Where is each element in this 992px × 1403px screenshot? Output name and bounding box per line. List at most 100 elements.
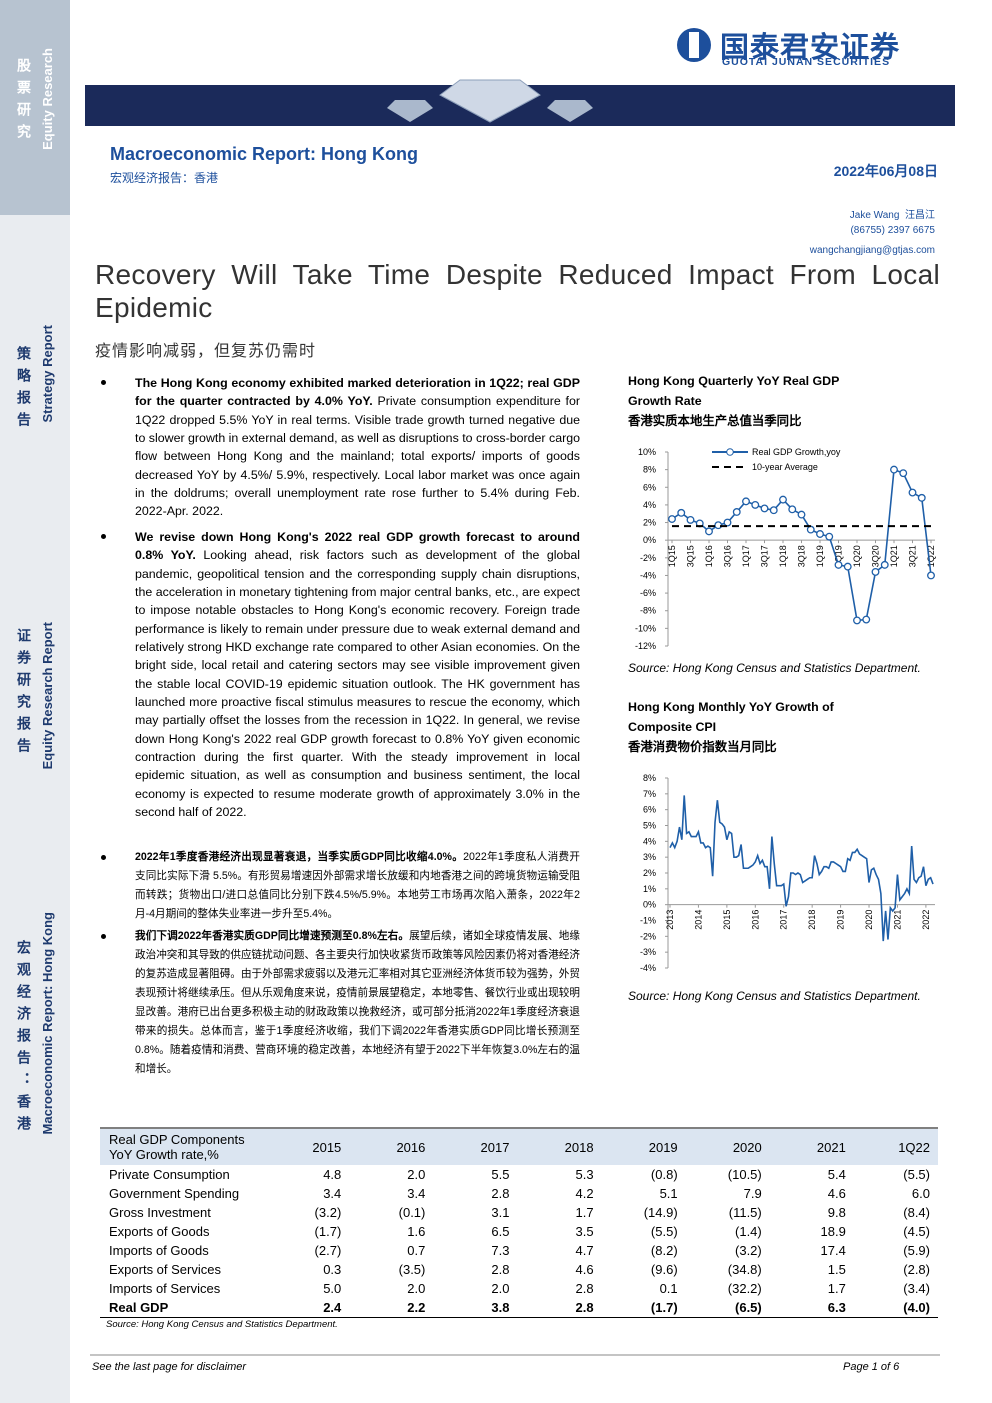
table-cell: 2.8 [575,1281,594,1296]
y-tick-label: 2% [643,868,656,878]
table-cell: (10.5) [727,1167,762,1182]
table-cell: (4.5) [903,1224,930,1239]
point [843,562,852,571]
column-header: 1Q22 [853,1129,938,1165]
table-cell: (5.5) [903,1167,930,1182]
point [732,508,741,516]
table-cell: 4.2 [575,1186,594,1201]
sidebar-en: Equity Research [40,48,55,150]
point [917,493,926,502]
x-tick-label: 3Q20 [871,545,881,567]
column-header: 2016 [349,1129,434,1165]
table-cell: (6.5) [685,1298,770,1318]
date: 2022年06月08日 [833,163,938,179]
chart-title-en: Hong Kong Monthly YoY Growth of Composit… [628,700,834,734]
y-tick-label: -10% [635,623,656,633]
report-type: Macroeconomic Report: Hong Kong [110,144,419,164]
x-tick-label: 2020 [864,910,874,930]
table-cell: (2.7) [314,1243,342,1258]
bullet-lead: 我们下调2022年香港实质GDP同比增速预测至0.8%左右。 [135,930,410,942]
table-source: Source: Hong Kong Census and Statistics … [106,1319,338,1330]
x-tick-label: 3Q15 [686,545,696,567]
point [760,504,769,513]
table-cell: 5.4 [827,1167,846,1182]
table-cell: 2.8 [491,1262,510,1277]
point [769,506,778,515]
y-tick-label: 7% [643,789,656,799]
x-tick-label: 1Q20 [852,545,862,567]
point [871,567,880,576]
table-cell: 2.2 [349,1298,434,1318]
bullet-lead: The Hong Kong economy exhibited marked d… [135,376,580,409]
row-label: Exports of Goods [109,1224,210,1239]
table-cell: 4.6 [575,1262,594,1277]
table-cell: (14.9) [643,1205,678,1220]
analyst-phone: (86755) 2397 6675 [850,225,935,236]
x-tick-label: 1Q19 [815,545,825,567]
header-line: YoY Growth rate,% [109,1147,219,1162]
y-tick-label: 8% [643,465,656,475]
bullet: 2022年1季度香港经济出现显著衰退，当季实质GDP同比收缩4.0%。2022年… [135,848,580,924]
table-cell: 7.3 [491,1243,510,1258]
table-cell: (3.2) [735,1243,762,1258]
point [705,527,713,536]
legend-marker [726,448,734,456]
row-label: Private Consumption [109,1167,230,1182]
table-cell: (8.2) [650,1243,678,1258]
bullet-text: 展望后续，诸如全球疫情发展、地缘政治冲突和其导致的供应链扰动问题、各主要央行加快… [135,930,580,1075]
table-cell: 1.7 [827,1281,846,1296]
table-cell: 1.5 [827,1262,846,1277]
table-cell: 2.0 [407,1167,426,1182]
row-label: Gross Investment [109,1205,211,1220]
table-cell: 2.8 [517,1298,602,1318]
table-row: Real GDP 2.4 2.2 3.8 2.8 (1.7) (6.5) 6.3 (4.0) [100,1298,938,1318]
table-cell: 3.8 [433,1298,518,1318]
x-tick-label: 3Q21 [908,545,918,567]
table-cell: (8.4) [903,1205,930,1220]
chart-title: Hong Kong Quarterly YoY Real GDP Growth … [628,371,873,431]
table-row: Government Spending 3.4 3.4 2.8 4.2 5.1 7.9 4.6… [100,1184,938,1203]
bullet-dot [101,534,106,539]
point [686,515,695,524]
table-cell: 0.1 [659,1281,678,1296]
y-tick-label: -6% [640,588,656,598]
gdp-table: Real GDP Components YoY Growth rate,% 201… [100,1129,938,1318]
point [751,500,760,509]
table-row: Imports of Goods (2.7) 0.7 7.3 4.7 (8.2) (3.2)… [100,1241,938,1260]
column-header: 2021 [769,1129,854,1165]
table-header-label: Real GDP Components YoY Growth rate,% [100,1129,266,1165]
y-tick-label: 4% [643,836,656,846]
table-row: Exports of Services 0.3 (3.5) 2.8 4.6 (9.6) (3… [100,1260,938,1279]
series-line [669,795,934,942]
x-tick-label: 2015 [722,910,732,930]
diamond [439,79,541,123]
point [806,525,815,534]
table-cell: 3.1 [491,1205,510,1220]
legend-label: 10-year Average [752,462,818,472]
table-cell: 6.3 [769,1298,854,1318]
logo-en: GUOTAI JUNAN SECURITIES [722,56,891,68]
sidebar [0,215,70,1403]
point [908,488,917,497]
y-tick-label: -4% [640,570,656,580]
table-cell: (9.6) [650,1262,678,1277]
table-cell: (5.9) [903,1243,930,1258]
table-cell: 2.0 [491,1281,510,1296]
x-tick-label: 2014 [693,910,703,930]
table-cell: 1.6 [407,1224,426,1239]
y-tick-label: -3% [640,947,656,957]
table-cell: 6.0 [911,1186,930,1201]
y-tick-label: 5% [643,821,656,831]
x-tick-label: 1Q17 [741,545,751,567]
x-tick-label: 2021 [892,910,902,930]
sidebar-cn: 股票研究 [16,58,32,146]
table-cell: (2.8) [903,1262,930,1277]
y-tick-label: 8% [643,773,656,783]
bullet-dot [101,380,106,385]
table-cell: 5.1 [659,1186,678,1201]
bullet: We revise down Hong Kong's 2022 real GDP… [135,528,580,822]
sidebar-en: Equity Research Report [40,622,55,770]
diamond [387,100,433,122]
table-cell: (3.4) [903,1281,930,1296]
